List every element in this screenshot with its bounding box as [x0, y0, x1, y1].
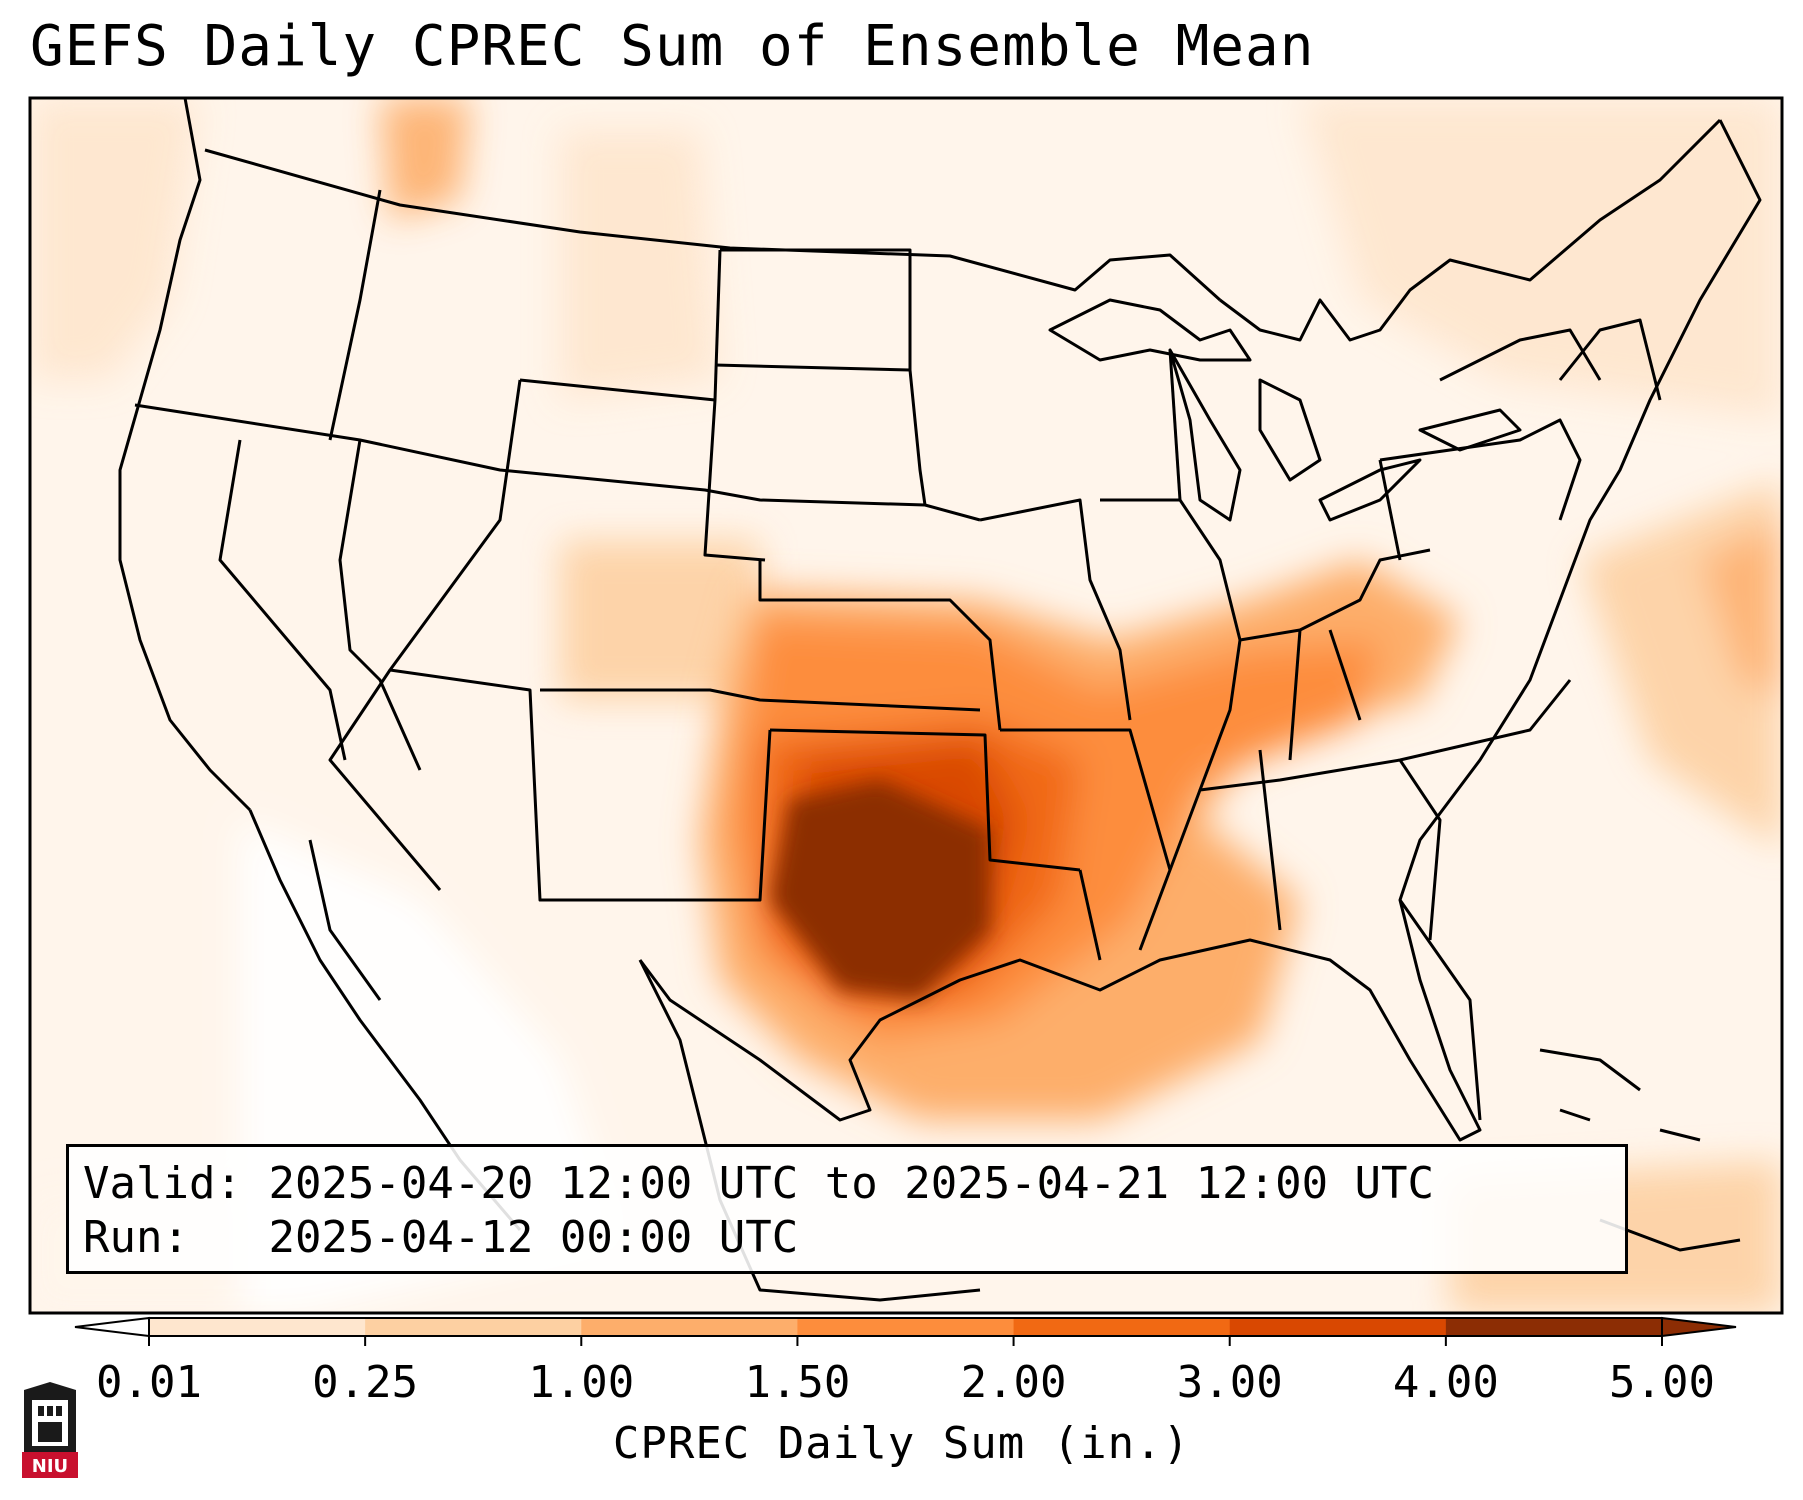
colorbar-segment	[365, 1318, 582, 1336]
colorbar-tick-label: 2.00	[960, 1357, 1067, 1408]
colorbar-tick-label: 0.25	[312, 1357, 419, 1408]
colorbar-tick-label: 3.00	[1176, 1357, 1283, 1408]
colorbar-tick-label: 1.00	[528, 1357, 635, 1408]
valid-line: Valid: 2025-04-20 12:00 UTC to 2025-04-2…	[83, 1157, 1611, 1211]
colorbar-segment	[797, 1318, 1015, 1336]
colorbar-segment	[1013, 1318, 1231, 1336]
run-line: Run: 2025-04-12 00:00 UTC	[83, 1211, 1611, 1265]
colorbar-tick-label: 0.01	[96, 1357, 202, 1408]
valid-run-info-box: Valid: 2025-04-20 12:00 UTC to 2025-04-2…	[66, 1144, 1628, 1274]
colorbar	[74, 1316, 1737, 1346]
colorbar-tick-label: 5.00	[1609, 1357, 1715, 1408]
run-label: Run:	[83, 1212, 189, 1263]
colorbar-segment	[581, 1318, 798, 1336]
map-title: GEFS Daily CPREC Sum of Ensemble Mean	[30, 14, 1315, 79]
colorbar-segment	[1445, 1318, 1663, 1336]
colorbar-segment	[149, 1318, 366, 1336]
colorbar-label: CPREC Daily Sum (in.)	[612, 1418, 1191, 1469]
valid-value: 2025-04-20 12:00 UTC to 2025-04-21 12:00…	[268, 1158, 1435, 1209]
colorbar-max-extend	[1661, 1316, 1737, 1338]
colorbar-segment	[1229, 1318, 1447, 1336]
run-value: 2025-04-12 00:00 UTC	[268, 1212, 799, 1263]
valid-label: Valid:	[83, 1158, 242, 1209]
colorbar-min-extend	[74, 1316, 150, 1338]
niu-university-logo-icon: NIU	[22, 1382, 78, 1478]
colorbar-outline	[148, 1317, 1663, 1337]
map-frame	[28, 96, 1784, 1315]
logo-text: NIU	[32, 1456, 68, 1477]
colorbar-tick-label: 4.00	[1392, 1357, 1499, 1408]
colorbar-tick-label: 1.50	[744, 1357, 851, 1408]
